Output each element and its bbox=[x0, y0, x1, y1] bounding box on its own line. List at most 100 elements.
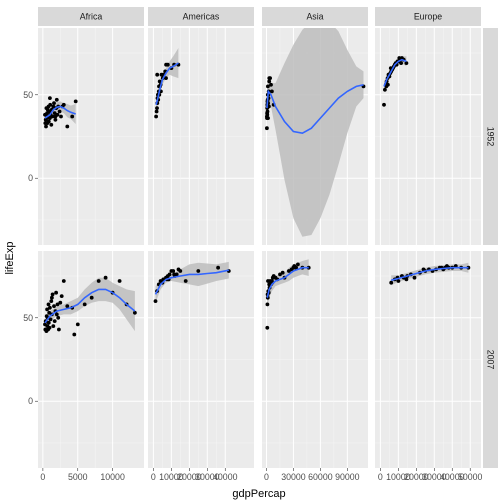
data-point bbox=[196, 269, 201, 273]
x-tick-label: 0 bbox=[151, 472, 156, 482]
panel-europe-2007 bbox=[375, 251, 481, 468]
panel-asia-1952 bbox=[262, 28, 368, 245]
strip-label: Europe bbox=[414, 12, 442, 22]
y-tick-label: 0 bbox=[28, 396, 33, 406]
y-tick-label: 50 bbox=[23, 313, 33, 323]
facet-strips: Africa Americas Asia Europe 1952 2007 bbox=[38, 7, 498, 468]
panel-americas-2007 bbox=[148, 251, 254, 468]
data-point bbox=[266, 84, 270, 89]
smooth-line bbox=[383, 58, 407, 87]
data-point bbox=[154, 109, 159, 114]
smooth-line bbox=[391, 266, 469, 281]
data-point bbox=[216, 265, 221, 270]
data-point bbox=[421, 267, 426, 272]
smooth-line bbox=[154, 269, 229, 295]
data-point bbox=[404, 61, 409, 65]
strip-background bbox=[483, 28, 498, 245]
data-point bbox=[52, 319, 57, 323]
panels-layer bbox=[38, 28, 481, 468]
x-tick-label: 10000 bbox=[159, 472, 184, 482]
data-point bbox=[59, 294, 64, 298]
data-point bbox=[73, 99, 78, 104]
data-point bbox=[53, 114, 58, 119]
data-point bbox=[155, 72, 160, 77]
strip-background bbox=[148, 7, 254, 26]
y-axis-ticks: 0 50 0 50 bbox=[23, 90, 38, 406]
data-point bbox=[382, 102, 386, 107]
strip-background bbox=[262, 7, 368, 26]
x-tick-label: 0 bbox=[378, 472, 383, 482]
data-point bbox=[383, 87, 387, 92]
data-point bbox=[44, 124, 48, 129]
data-point bbox=[50, 295, 54, 300]
data-point bbox=[49, 299, 54, 303]
strip-label: 1952 bbox=[486, 127, 496, 147]
data-point bbox=[53, 117, 58, 122]
data-point bbox=[103, 275, 108, 280]
data-point bbox=[47, 325, 52, 330]
data-point bbox=[266, 116, 270, 120]
x-tick-label: 40000 bbox=[213, 472, 238, 482]
panel-asia-2007 bbox=[262, 251, 368, 468]
strip-background bbox=[375, 7, 481, 26]
x-tick-label: 30000 bbox=[422, 472, 447, 482]
data-point bbox=[269, 82, 273, 87]
data-point bbox=[48, 96, 52, 100]
data-point bbox=[89, 295, 94, 300]
data-point bbox=[45, 307, 49, 312]
panel-americas-1952 bbox=[148, 28, 254, 245]
data-point bbox=[167, 272, 172, 277]
data-point bbox=[46, 320, 51, 325]
data-point bbox=[164, 76, 168, 80]
data-point bbox=[265, 302, 270, 307]
data-point bbox=[117, 279, 122, 283]
data-point bbox=[154, 114, 159, 119]
strip-europe: Europe bbox=[375, 7, 481, 26]
data-point bbox=[412, 275, 417, 280]
data-point bbox=[389, 280, 394, 285]
data-point bbox=[296, 262, 300, 267]
data-point bbox=[384, 84, 389, 89]
data-point bbox=[404, 277, 409, 282]
y-tick-label: 50 bbox=[23, 90, 33, 100]
smooth-line bbox=[266, 266, 309, 298]
data-point bbox=[157, 79, 162, 84]
x-tick-label: 5000 bbox=[68, 472, 88, 482]
data-point bbox=[48, 317, 53, 322]
data-point bbox=[399, 61, 403, 65]
data-point bbox=[61, 102, 66, 107]
strip-asia: Asia bbox=[262, 7, 368, 26]
data-point bbox=[51, 104, 56, 109]
smooth-line bbox=[44, 105, 76, 119]
strip-label: 2007 bbox=[486, 350, 496, 370]
x-tick-label: 10000 bbox=[100, 472, 125, 482]
data-point bbox=[268, 76, 272, 80]
data-point bbox=[56, 315, 61, 320]
x-tick-label: 60000 bbox=[308, 472, 333, 482]
strip-americas: Americas bbox=[148, 7, 254, 26]
data-point bbox=[171, 269, 176, 273]
strip-label: Americas bbox=[183, 12, 220, 22]
data-point bbox=[72, 332, 77, 337]
confidence-band bbox=[155, 261, 229, 303]
data-point bbox=[178, 269, 183, 273]
panel-africa-2007 bbox=[38, 251, 144, 468]
x-tick-label: 0 bbox=[40, 472, 45, 482]
data-point bbox=[265, 109, 270, 114]
data-point bbox=[278, 272, 282, 277]
y-axis-title: lifeExp bbox=[4, 241, 16, 274]
strip-background bbox=[38, 7, 144, 26]
smooth-line bbox=[155, 62, 179, 106]
smooth-line bbox=[44, 288, 136, 324]
x-tick-label: 30000 bbox=[195, 472, 220, 482]
data-point bbox=[267, 104, 271, 109]
strip-label: Asia bbox=[306, 12, 323, 22]
strip-label: Africa bbox=[80, 12, 103, 22]
data-point bbox=[294, 265, 298, 270]
data-point bbox=[55, 302, 60, 307]
data-point bbox=[82, 302, 87, 307]
data-point bbox=[61, 279, 66, 283]
data-point bbox=[70, 114, 75, 119]
data-point bbox=[155, 106, 159, 110]
